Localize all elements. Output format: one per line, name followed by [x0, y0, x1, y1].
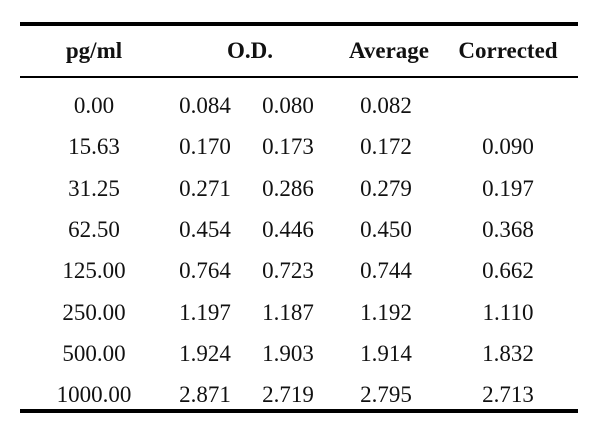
cell-average: 1.192: [360, 299, 412, 325]
cell-od-1: 1.197: [179, 299, 231, 325]
cell-od-2: 1.903: [262, 340, 314, 366]
cell-od-1: 0.170: [179, 134, 231, 160]
cell-concentration: 125.00: [62, 258, 126, 284]
table-row: 31.25 0.271 0.286 0.279 0.197: [20, 169, 578, 210]
table-body: 0.00 0.084 0.080 0.082 15.63 0.170 0.173 0.172 0…: [20, 78, 578, 409]
table-row: 250.00 1.197 1.187 1.192 1.110: [20, 293, 578, 334]
cell-average: 0.172: [360, 134, 412, 160]
cell-average: 1.914: [360, 340, 412, 366]
table-row: 62.50 0.454 0.446 0.450 0.368: [20, 210, 578, 251]
cell-od-2: 0.286: [262, 175, 314, 201]
table-top-rule: [20, 22, 578, 26]
cell-corrected: 0.368: [482, 216, 534, 242]
table-bottom-rule: [20, 409, 578, 413]
cell-od-2: 2.719: [262, 382, 314, 408]
cell-corrected: 2.713: [482, 382, 534, 408]
cell-od-1: 0.271: [179, 175, 231, 201]
cell-od-2: 0.446: [262, 216, 314, 242]
cell-concentration: 62.50: [68, 216, 120, 242]
cell-od-2: 0.080: [262, 93, 314, 118]
header-od: O.D.: [227, 38, 273, 63]
table-header-row: pg/ml O.D. Average Corrected: [20, 26, 578, 76]
cell-average: 0.082: [360, 93, 412, 118]
table-row: 500.00 1.924 1.903 1.914 1.832: [20, 334, 578, 375]
cell-od-2: 0.723: [262, 258, 314, 284]
table-row: 0.00 0.084 0.080 0.082: [20, 86, 578, 127]
cell-concentration: 15.63: [68, 134, 120, 160]
cell-concentration: 31.25: [68, 175, 120, 201]
header-average: Average: [348, 38, 430, 63]
cell-corrected: 0.090: [482, 134, 534, 160]
cell-od-1: 1.924: [179, 340, 231, 366]
cell-od-2: 0.173: [262, 134, 314, 160]
cell-average: 0.450: [360, 216, 412, 242]
cell-corrected: 1.832: [482, 340, 534, 366]
header-concentration: pg/ml: [65, 38, 123, 63]
cell-average: 0.744: [360, 258, 412, 284]
cell-concentration: 500.00: [62, 340, 126, 366]
cell-od-2: 1.187: [262, 299, 314, 325]
cell-corrected: 0.197: [482, 175, 534, 201]
header-corrected: Corrected: [458, 38, 558, 63]
cell-od-1: 0.454: [179, 216, 231, 242]
table-row: 15.63 0.170 0.173 0.172 0.090: [20, 127, 578, 168]
standard-curve-table: pg/ml O.D. Average Corrected 0.00 0.084 0.…: [20, 22, 578, 413]
cell-average: 0.279: [360, 175, 412, 201]
cell-od-1: 0.084: [179, 93, 231, 118]
cell-concentration: 0.00: [73, 93, 115, 118]
cell-average: 2.795: [360, 382, 412, 408]
table-header-rule: [20, 76, 578, 78]
cell-od-1: 0.764: [179, 258, 231, 284]
cell-concentration: 250.00: [62, 299, 126, 325]
cell-od-1: 2.871: [179, 382, 231, 408]
cell-corrected: 1.110: [482, 299, 534, 325]
table-row: 125.00 0.764 0.723 0.744 0.662: [20, 251, 578, 292]
cell-corrected: 0.662: [482, 258, 534, 284]
cell-concentration: 1000.00: [56, 382, 132, 408]
table-row: 1000.00 2.871 2.719 2.795 2.713: [20, 375, 578, 416]
